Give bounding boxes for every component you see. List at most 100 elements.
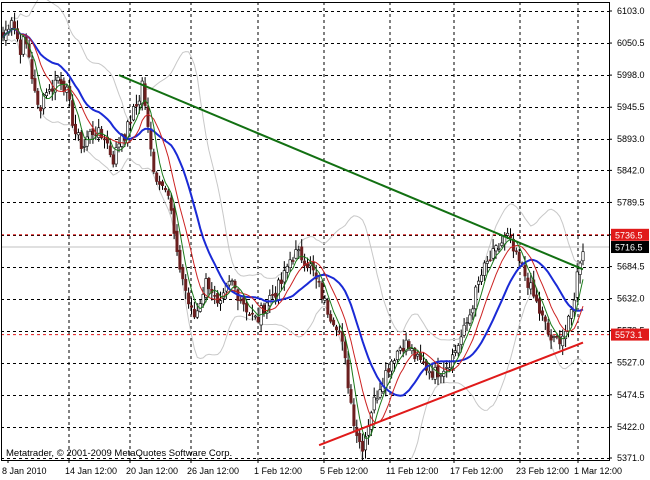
candle[interactable] <box>175 224 179 256</box>
candle[interactable] <box>375 390 379 404</box>
candle[interactable] <box>332 317 336 327</box>
candle[interactable] <box>253 314 257 320</box>
time-axis[interactable]: 8 Jan 2010 14 Jan 12:00 20 Jan 12:00 26 Jan… <box>2 460 622 476</box>
candle[interactable] <box>74 114 78 141</box>
candle[interactable] <box>329 310 333 324</box>
candle[interactable] <box>129 115 133 132</box>
candle[interactable] <box>53 70 57 101</box>
candle[interactable] <box>372 387 376 414</box>
candle[interactable] <box>219 291 223 311</box>
candle[interactable] <box>508 228 512 244</box>
candle[interactable] <box>453 344 457 357</box>
candle[interactable] <box>308 256 312 275</box>
candle[interactable] <box>532 270 536 299</box>
candle[interactable] <box>500 235 504 248</box>
candle[interactable] <box>482 260 486 281</box>
candles[interactable] <box>1 12 585 461</box>
candle[interactable] <box>10 17 14 36</box>
candle[interactable] <box>134 94 138 115</box>
trendline-lower[interactable] <box>318 341 584 447</box>
candle[interactable] <box>581 243 585 266</box>
candle[interactable] <box>343 336 347 365</box>
candle[interactable] <box>320 280 324 304</box>
candle[interactable] <box>76 128 80 141</box>
candle[interactable] <box>100 125 104 140</box>
candle[interactable] <box>56 75 60 84</box>
candle[interactable] <box>366 419 370 445</box>
candle[interactable] <box>30 51 34 84</box>
candle[interactable] <box>161 179 165 190</box>
candle[interactable] <box>33 69 37 93</box>
candle[interactable] <box>79 129 83 154</box>
candle[interactable] <box>204 273 208 303</box>
candle[interactable] <box>230 278 234 286</box>
candle[interactable] <box>491 239 495 261</box>
candle[interactable] <box>163 185 167 193</box>
candle[interactable] <box>114 141 118 168</box>
candle[interactable] <box>340 323 344 351</box>
candle[interactable] <box>149 121 153 157</box>
candle[interactable] <box>207 276 211 297</box>
candle[interactable] <box>398 345 402 355</box>
candle[interactable] <box>439 373 443 384</box>
candle[interactable] <box>132 103 136 122</box>
candle[interactable] <box>158 175 162 191</box>
candle[interactable] <box>529 273 533 295</box>
candle[interactable] <box>479 268 483 285</box>
candle[interactable] <box>97 118 101 142</box>
candle[interactable] <box>421 352 425 365</box>
candle[interactable] <box>13 12 17 35</box>
candle[interactable] <box>468 308 472 326</box>
candle[interactable] <box>387 363 391 378</box>
candle[interactable] <box>71 94 75 128</box>
candle[interactable] <box>349 384 353 405</box>
candle[interactable] <box>549 329 553 350</box>
candle[interactable] <box>47 84 51 95</box>
candle[interactable] <box>361 433 365 461</box>
candle[interactable] <box>456 343 460 357</box>
candle[interactable] <box>288 251 292 272</box>
candle[interactable] <box>105 130 109 149</box>
candle[interactable] <box>291 257 295 265</box>
candle[interactable] <box>166 188 170 200</box>
candle[interactable] <box>190 297 194 315</box>
candle[interactable] <box>497 243 501 253</box>
candle[interactable] <box>250 304 254 321</box>
candle[interactable] <box>572 292 576 318</box>
candle[interactable] <box>201 286 205 308</box>
candle[interactable] <box>294 240 298 260</box>
candle[interactable] <box>410 344 414 355</box>
candle[interactable] <box>111 150 115 168</box>
candle[interactable] <box>62 77 66 96</box>
candle[interactable] <box>459 329 463 353</box>
candle[interactable] <box>85 130 89 151</box>
candle[interactable] <box>65 84 69 102</box>
candle[interactable] <box>358 429 362 449</box>
candle[interactable] <box>337 325 341 335</box>
candle[interactable] <box>317 276 321 288</box>
candle[interactable] <box>88 128 92 144</box>
candle[interactable] <box>271 284 275 300</box>
candle[interactable] <box>265 300 269 319</box>
candle[interactable] <box>279 272 283 290</box>
candle[interactable] <box>181 264 185 286</box>
candle[interactable] <box>155 171 159 185</box>
candle[interactable] <box>213 285 217 305</box>
candle[interactable] <box>91 121 95 144</box>
candle[interactable] <box>395 349 399 363</box>
candle[interactable] <box>477 276 481 293</box>
candle[interactable] <box>184 274 188 300</box>
candle[interactable] <box>543 314 547 330</box>
candle[interactable] <box>540 306 544 321</box>
candle[interactable] <box>404 332 408 356</box>
candle[interactable] <box>485 255 489 273</box>
candle[interactable] <box>36 88 40 110</box>
candle[interactable] <box>108 140 112 158</box>
candle[interactable] <box>18 35 22 64</box>
trendlines[interactable] <box>118 74 584 447</box>
candle[interactable] <box>300 239 304 264</box>
candle[interactable] <box>245 298 249 321</box>
candle[interactable] <box>192 301 196 320</box>
candle[interactable] <box>546 318 550 337</box>
